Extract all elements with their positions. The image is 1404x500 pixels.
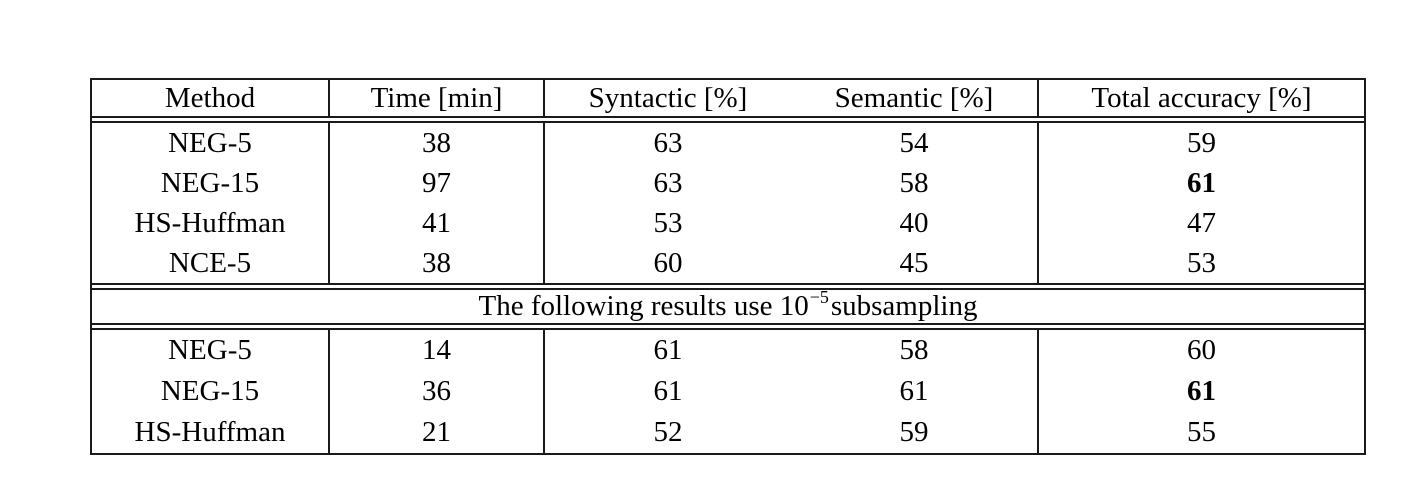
divider-text-suffix: subsampling (830, 290, 978, 322)
cell-time: 38 (328, 243, 545, 283)
divider-rule-bottom-b (92, 328, 1364, 330)
cell-semantic: 54 (899, 126, 929, 159)
header-cell-time: Time [min] (328, 80, 545, 116)
table-row: HS-Huffman 21 52 59 55 (92, 412, 1364, 453)
divider-text-prefix: The following results use 10 (478, 290, 809, 322)
cell-total: 47 (1037, 203, 1364, 243)
divider-superscript: −5 (809, 286, 829, 307)
cell-semantic: 58 (899, 166, 929, 199)
cell-total: 53 (1037, 243, 1364, 283)
cell-total: 61 (1037, 163, 1364, 203)
cell-syntactic: 61 (653, 334, 683, 366)
cell-method: NEG-5 (168, 126, 252, 159)
cell-syntactic: 60 (653, 246, 683, 279)
cell-time: 41 (328, 203, 545, 243)
cell-total: 55 (1037, 412, 1364, 453)
cell-time: 97 (328, 163, 545, 203)
cell-total: 59 (1037, 123, 1364, 163)
cell-total: 61 (1037, 371, 1364, 412)
cell-semantic: 61 (899, 375, 929, 407)
cell-semantic: 58 (899, 334, 929, 366)
header-cell-total-accuracy: Total accuracy [%] (1037, 80, 1364, 116)
table-row: HS-Huffman 41 53 40 47 (92, 203, 1364, 243)
table-row: NEG-5 38 63 54 59 (92, 123, 1364, 163)
cell-method: NEG-15 (160, 166, 260, 199)
table-row: NEG-15 97 63 58 61 (92, 163, 1364, 203)
results-table: Method Time [min] Syntactic [%] Semantic… (90, 78, 1366, 455)
cell-semantic: 40 (899, 206, 929, 239)
divider-rule-top-a (92, 283, 1364, 285)
divider-rule-top-b (92, 288, 1364, 290)
header-cell-method: Method (164, 81, 256, 114)
cell-semantic: 45 (899, 246, 929, 279)
cell-method: NCE-5 (168, 246, 252, 279)
cell-method: HS-Huffman (134, 206, 286, 239)
cell-time: 14 (328, 330, 545, 371)
header-rule-top (92, 116, 1364, 118)
table-section-bottom: NEG-5 14 61 58 60 NEG-15 36 61 61 61 HS-… (92, 330, 1364, 453)
header-rule-bottom (92, 121, 1364, 123)
rule-gap (92, 118, 1364, 121)
subsampling-divider-row: The following results use 10 −5 subsamplin… (92, 286, 1364, 323)
header-cell-semantic: Semantic [%] (834, 81, 994, 114)
table-header-row: Method Time [min] Syntactic [%] Semantic… (92, 80, 1364, 116)
cell-method: NEG-5 (168, 334, 252, 366)
header-cell-syntactic: Syntactic [%] (588, 81, 748, 114)
table-row: NCE-5 38 60 45 53 (92, 243, 1364, 283)
table-section-top: NEG-5 38 63 54 59 NEG-15 97 63 58 61 HS-… (92, 123, 1364, 283)
cell-time: 38 (328, 123, 545, 163)
cell-syntactic: 61 (653, 375, 683, 407)
cell-method: HS-Huffman (134, 416, 286, 448)
cell-total: 60 (1037, 330, 1364, 371)
cell-syntactic: 53 (653, 206, 683, 239)
cell-semantic: 59 (899, 416, 929, 448)
divider-rule-bottom-a (92, 323, 1364, 325)
cell-syntactic: 63 (653, 126, 683, 159)
cell-time: 36 (328, 371, 545, 412)
rule-gap (92, 285, 1364, 288)
table-row: NEG-5 14 61 58 60 (92, 330, 1364, 371)
cell-syntactic: 52 (653, 416, 683, 448)
cell-method: NEG-15 (160, 375, 260, 407)
table-row: NEG-15 36 61 61 61 (92, 371, 1364, 412)
cell-syntactic: 63 (653, 166, 683, 199)
rule-gap (92, 325, 1364, 328)
cell-time: 21 (328, 412, 545, 453)
